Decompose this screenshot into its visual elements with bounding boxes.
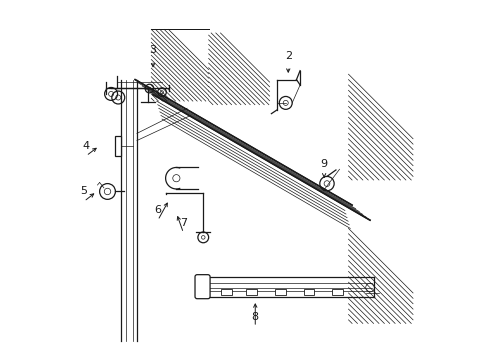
Text: 7: 7 <box>180 218 187 228</box>
Bar <box>246 289 257 295</box>
Text: 3: 3 <box>149 45 156 55</box>
Bar <box>332 289 343 295</box>
Polygon shape <box>151 30 208 101</box>
Text: 9: 9 <box>320 159 327 169</box>
FancyBboxPatch shape <box>195 275 210 299</box>
Text: 4: 4 <box>82 141 89 151</box>
Bar <box>303 289 314 295</box>
Bar <box>274 289 285 295</box>
Bar <box>115 136 121 156</box>
Text: 5: 5 <box>80 186 87 197</box>
Text: 2: 2 <box>284 51 291 61</box>
Text: 6: 6 <box>154 206 161 216</box>
Text: 8: 8 <box>251 312 258 322</box>
Bar <box>221 289 231 295</box>
